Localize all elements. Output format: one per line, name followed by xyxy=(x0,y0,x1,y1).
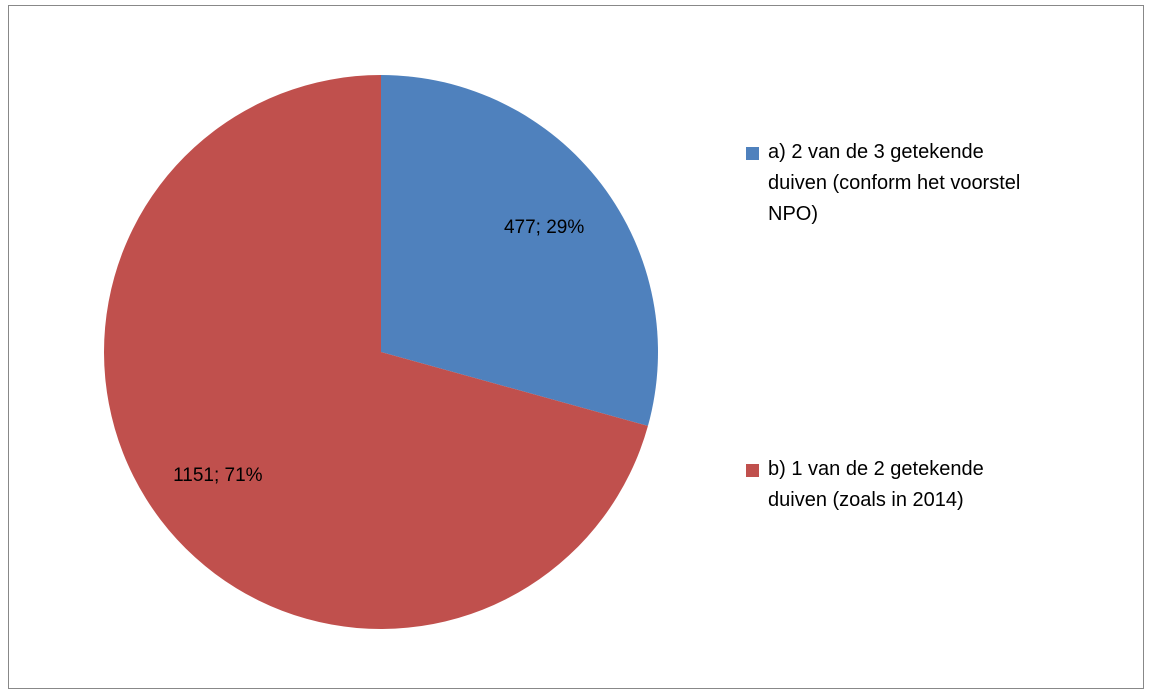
data-label: 1151; 71% xyxy=(173,465,263,486)
legend-label: a) 2 van de 3 getekende duiven (conform … xyxy=(768,141,1021,225)
legend-swatch xyxy=(746,464,759,477)
pie-slice xyxy=(103,75,648,630)
legend-item: a) 2 van de 3 getekende duiven (conform … xyxy=(746,137,1046,230)
pie-slice xyxy=(381,75,658,426)
legend-label: b) 1 van de 2 getekende duiven (zoals in… xyxy=(768,458,984,511)
data-label: 477; 29% xyxy=(504,217,584,238)
legend-swatch xyxy=(746,147,759,160)
legend-item: b) 1 van de 2 getekende duiven (zoals in… xyxy=(746,454,1046,516)
chart-frame xyxy=(8,5,1144,689)
